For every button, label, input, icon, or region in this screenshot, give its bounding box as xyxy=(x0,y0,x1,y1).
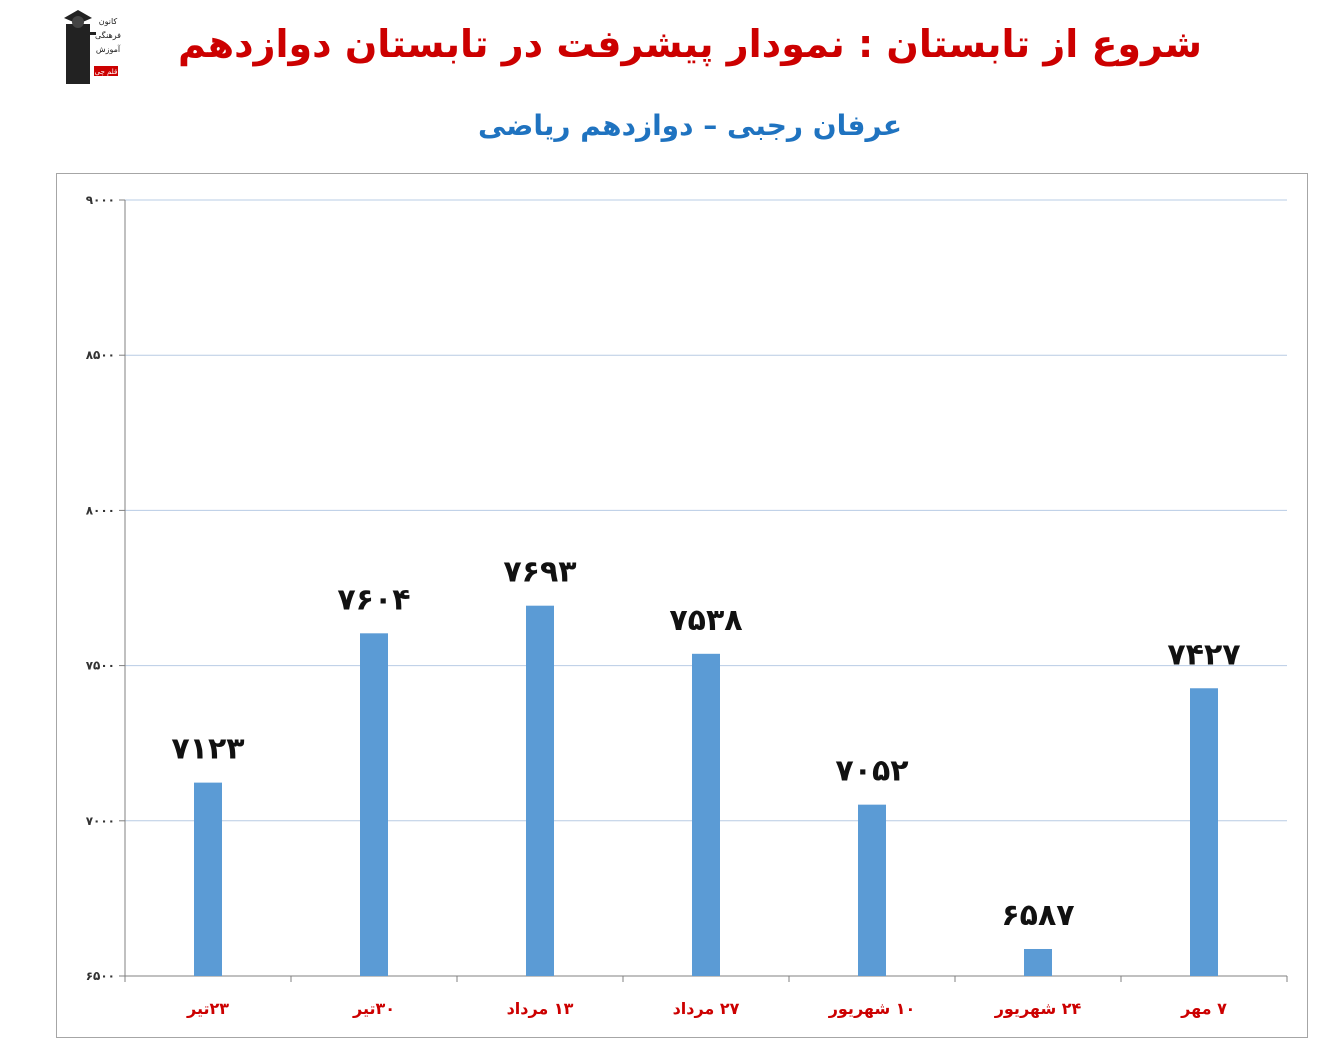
bar xyxy=(1024,948,1052,976)
bar xyxy=(526,605,554,976)
data-label: ۷۱۲۳ xyxy=(171,732,244,767)
logo-text-1: کانون xyxy=(99,17,118,26)
data-label: ۷۶۹۳ xyxy=(503,555,576,590)
chart-frame xyxy=(56,173,1308,1038)
category-label: ۲۴ شهریور xyxy=(994,999,1082,1018)
y-tick-label: ۶۵۰۰ xyxy=(86,969,115,983)
y-tick-label: ۷۰۰۰ xyxy=(86,814,115,828)
bar xyxy=(858,804,886,976)
logo-text-4: قلم چی xyxy=(95,68,118,76)
category-label: ۱۰ شهریور xyxy=(828,999,916,1018)
page-subtitle: عرفان رجبی – دوازدهم ریاضی xyxy=(477,109,903,142)
y-tick-label: ۹۰۰۰ xyxy=(86,193,115,207)
category-label: ۱۳ مرداد xyxy=(507,999,574,1018)
bar xyxy=(194,782,222,976)
data-label: ۶۵۸۷ xyxy=(1001,898,1074,933)
bar xyxy=(1190,688,1218,976)
data-label: ۷۴۲۷ xyxy=(1167,637,1240,672)
bar xyxy=(692,653,720,976)
data-label: ۷۵۳۸ xyxy=(669,603,742,638)
category-label: ۲۷ مرداد xyxy=(673,999,740,1018)
page-title: شروع از تابستان : نمودار پیشرفت در تابست… xyxy=(177,22,1203,66)
y-tick-label: ۸۰۰۰ xyxy=(86,503,115,517)
category-label: ۲۳تیر xyxy=(186,999,229,1018)
y-tick-label: ۷۵۰۰ xyxy=(86,659,115,673)
bar xyxy=(360,633,388,976)
logo-text-2: فرهنگی xyxy=(95,30,121,40)
category-label: ۳۰تیر xyxy=(352,999,395,1018)
data-label: ۷۰۵۲ xyxy=(835,754,908,789)
category-label: ۷ مهر xyxy=(1180,999,1227,1018)
data-label: ۷۶۰۴ xyxy=(337,582,410,617)
logo-image: کانون فرهنگی آموزش قلم چی xyxy=(64,10,121,84)
y-tick-label: ۸۵۰۰ xyxy=(86,348,115,362)
logo-text-3: آموزش xyxy=(96,44,121,54)
